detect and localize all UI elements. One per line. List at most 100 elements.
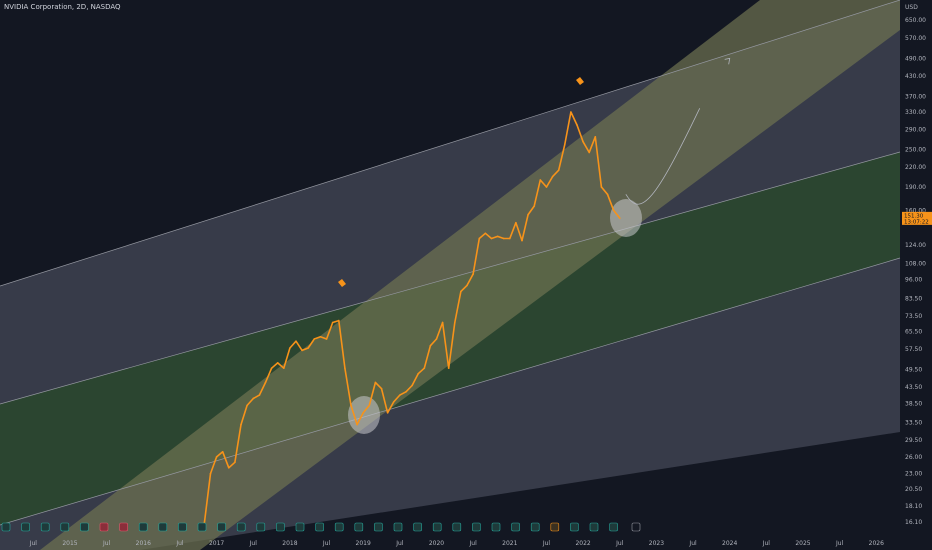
event-marker — [158, 522, 168, 532]
channel-upper-line — [0, 0, 901, 287]
price-point — [429, 344, 432, 347]
price-point — [344, 367, 346, 369]
event-marker — [197, 522, 207, 532]
price-point — [380, 387, 383, 390]
price-point — [374, 381, 377, 384]
event-marker — [472, 522, 481, 532]
price-point — [423, 367, 426, 369]
projection-arrowhead — [724, 57, 731, 65]
price-point — [441, 321, 444, 324]
price-point — [600, 186, 603, 188]
event-marker — [236, 522, 246, 532]
price-point — [258, 394, 261, 396]
price-point — [557, 169, 560, 171]
price-point — [399, 394, 401, 396]
y-tick-label: 570.00 — [905, 35, 926, 42]
y-tick-label: 108.00 — [905, 261, 926, 268]
price-point — [246, 404, 248, 407]
price-point — [319, 336, 322, 338]
price-point — [392, 401, 395, 403]
price-point — [252, 397, 255, 400]
price-point — [515, 221, 517, 224]
event-marker — [452, 522, 462, 532]
event-marker — [334, 522, 344, 532]
event-marker — [99, 522, 109, 532]
x-tick-label: Jul — [322, 540, 331, 547]
event-marker — [393, 522, 403, 532]
event-marker — [315, 522, 324, 532]
x-tick-label: 2020 — [429, 540, 444, 547]
x-tick-label: 2021 — [502, 540, 517, 547]
y-tick-label: 65.50 — [905, 329, 922, 336]
x-tick-label: Jul — [762, 540, 771, 547]
y-tick-label: 73.50 — [905, 313, 922, 320]
event-markers — [1, 77, 641, 532]
price-point — [472, 273, 474, 275]
event-marker — [550, 522, 560, 532]
y-tick-label: 23.00 — [905, 471, 922, 478]
price-point — [295, 340, 297, 342]
x-tick-label: 2016 — [136, 540, 151, 547]
price-point — [411, 384, 413, 387]
price-point — [289, 347, 291, 349]
price-point — [454, 321, 456, 324]
event-marker — [530, 522, 540, 532]
y-tick-label: 16.10 — [905, 519, 922, 526]
price-point — [331, 321, 334, 324]
price-point — [496, 235, 499, 238]
price-point — [368, 404, 371, 407]
y-tick-label: 330.00 — [905, 109, 926, 116]
x-tick-label: Jul — [469, 540, 478, 547]
price-point — [545, 186, 548, 188]
price-point — [539, 179, 542, 181]
event-marker — [21, 522, 30, 532]
event-marker — [374, 522, 383, 532]
y-tick-label: 160.00 — [905, 207, 926, 214]
event-marker — [256, 522, 266, 532]
x-tick-label: 2018 — [282, 540, 297, 547]
x-tick-label: Jul — [249, 540, 258, 547]
y-tick-label: 43.50 — [905, 384, 922, 391]
price-point — [588, 151, 591, 154]
price-point — [405, 391, 407, 393]
event-marker — [80, 522, 89, 532]
price-point — [570, 111, 572, 113]
price-point — [435, 338, 438, 340]
y-tick-label: 190.00 — [905, 184, 926, 191]
channel-lower-line — [0, 257, 901, 526]
x-tick-label: 2022 — [575, 540, 590, 547]
price-point — [362, 411, 365, 414]
low-marker-circle — [348, 396, 380, 434]
price-point — [460, 290, 462, 293]
event-marker — [491, 522, 501, 532]
y-tick-label: 250.00 — [905, 147, 926, 154]
price-point — [594, 135, 597, 138]
y-tick-label: 29.50 — [905, 437, 922, 444]
price-point — [466, 284, 468, 287]
price-point — [221, 451, 224, 453]
x-tick-label: Jul — [835, 540, 844, 547]
price-point — [337, 319, 340, 322]
price-point — [478, 237, 481, 240]
y-axis-unit: USD — [905, 4, 918, 11]
price-point — [606, 193, 609, 196]
event-marker — [589, 522, 599, 532]
price-point — [533, 205, 536, 207]
channel-bands — [0, 0, 901, 550]
low-marker-circle — [610, 199, 642, 237]
event-marker-future — [631, 522, 641, 532]
price-point — [417, 372, 419, 375]
price-point — [386, 411, 389, 414]
x-axis: Jul 2015 Jul 2016 Jul 2017 Jul 2018 Jul 2019 Jul 20… — [29, 540, 884, 547]
y-tick-label: 26.00 — [905, 454, 922, 461]
y-tick-label: 57.50 — [905, 346, 922, 353]
price-point — [356, 423, 358, 426]
x-tick-label: Jul — [542, 540, 551, 547]
x-tick-label: Jul — [395, 540, 404, 547]
x-tick-label: 2019 — [356, 540, 371, 547]
price-point — [325, 338, 328, 340]
news-flag-icon — [576, 77, 584, 85]
y-tick-label: 370.00 — [905, 93, 926, 100]
price-point — [234, 461, 236, 464]
